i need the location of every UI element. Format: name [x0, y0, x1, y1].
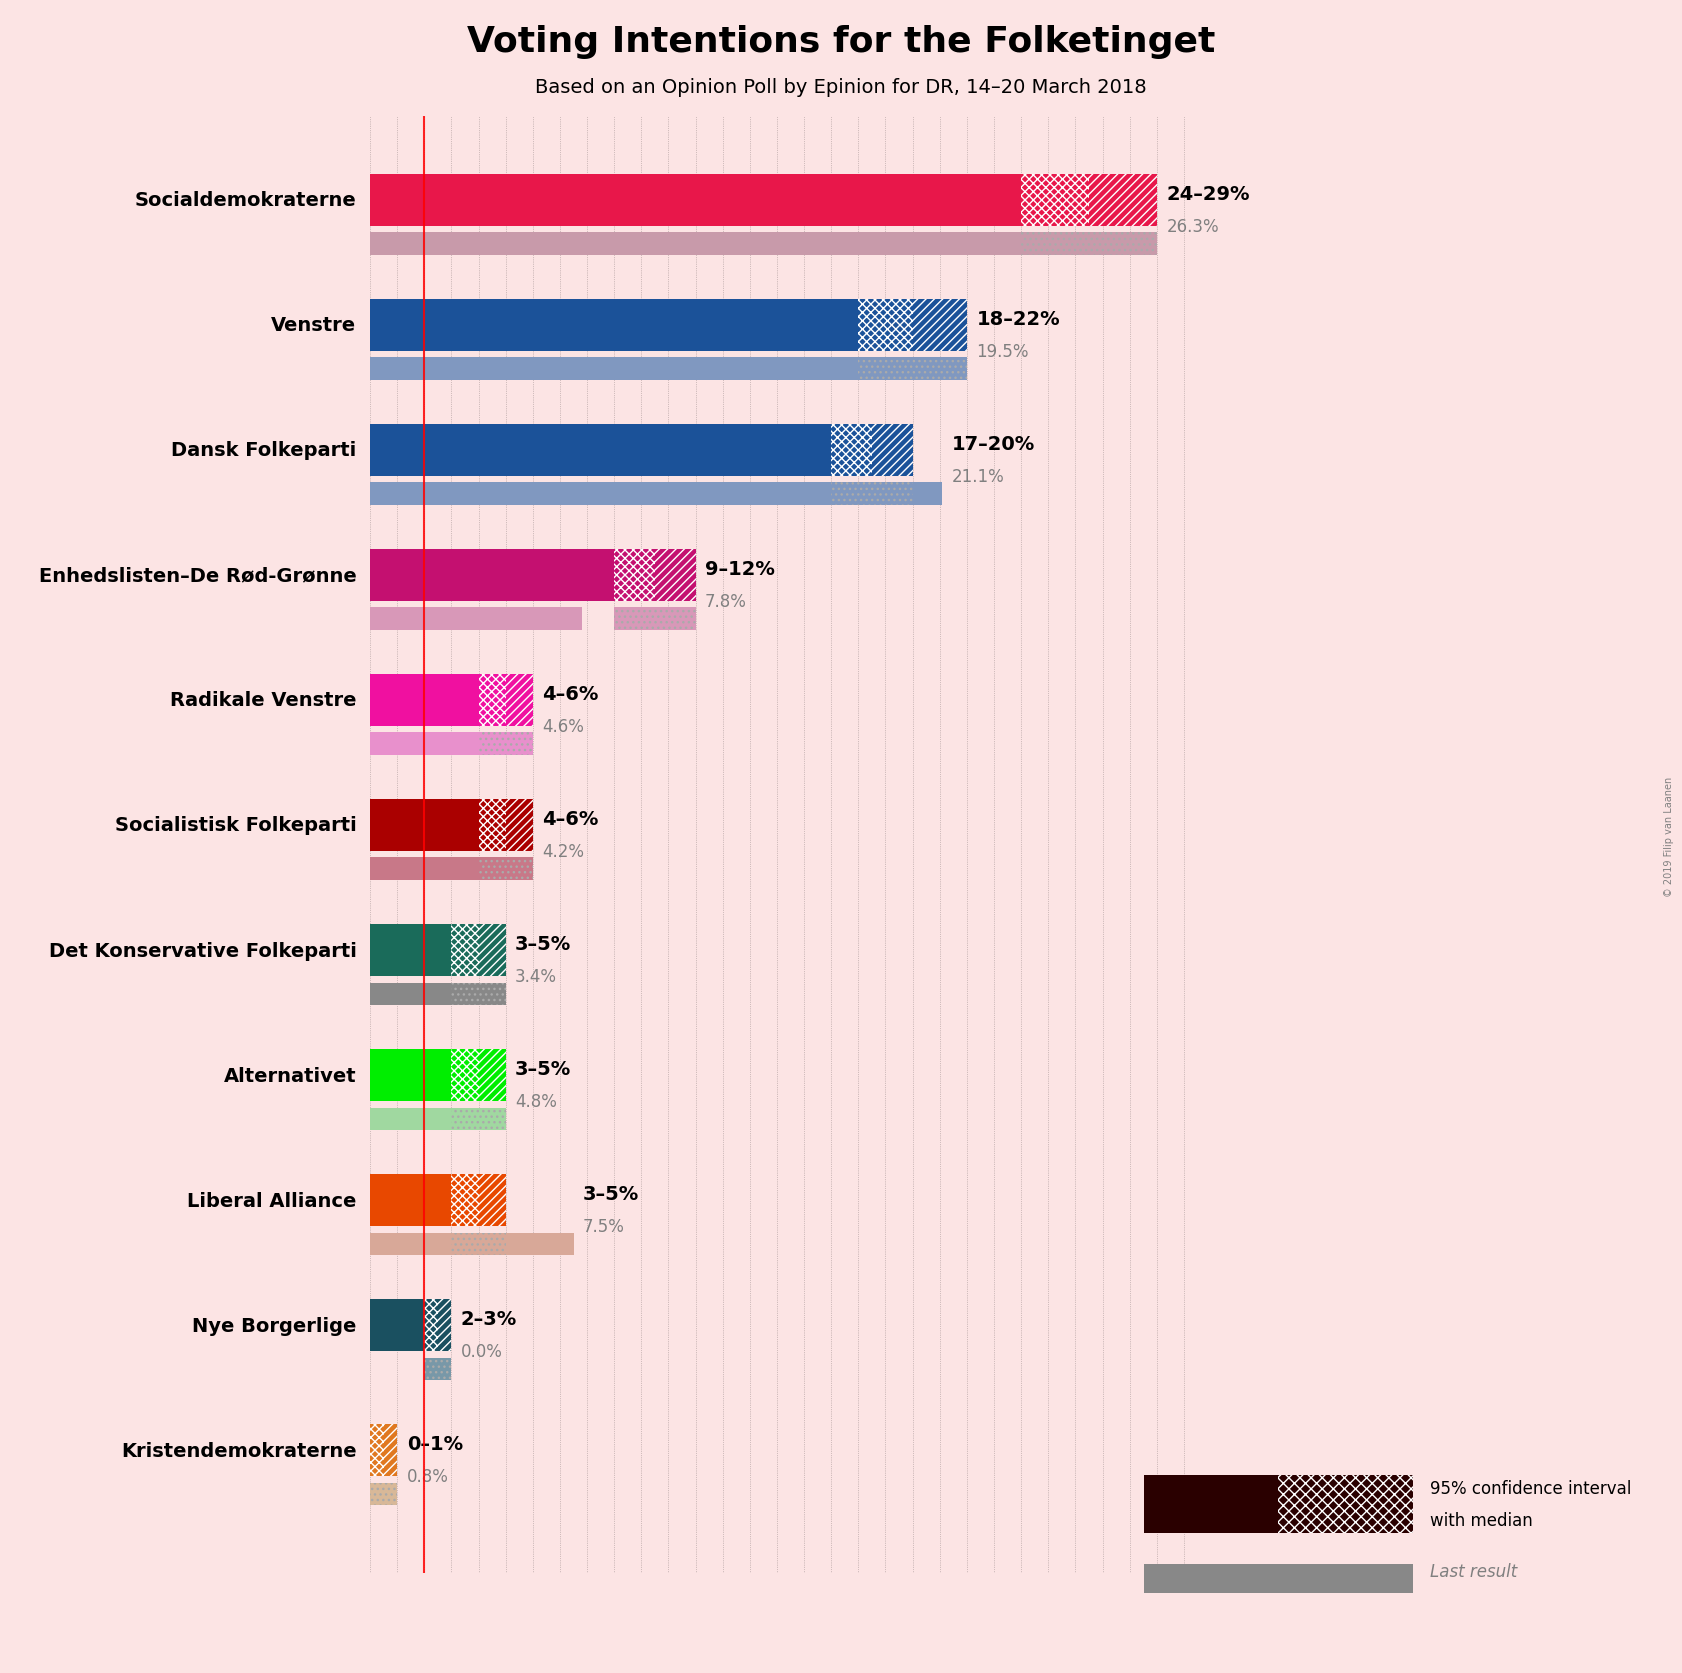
Text: Liberal Alliance: Liberal Alliance: [187, 1191, 357, 1210]
Bar: [370, 1108, 500, 1131]
Bar: [451, 1049, 479, 1101]
Text: Radikale Venstre: Radikale Venstre: [170, 691, 357, 709]
Text: 3–5%: 3–5%: [515, 935, 572, 954]
Bar: [370, 549, 614, 602]
Text: 2–3%: 2–3%: [461, 1310, 516, 1328]
Text: Voting Intentions for the Folketinget: Voting Intentions for the Folketinget: [468, 25, 1214, 59]
Bar: [370, 607, 582, 631]
Text: Socialistisk Folkeparti: Socialistisk Folkeparti: [114, 816, 357, 835]
Text: 19.5%: 19.5%: [976, 343, 1029, 361]
Bar: [370, 1233, 574, 1255]
Bar: [871, 425, 913, 477]
Bar: [370, 425, 831, 477]
Bar: [370, 923, 451, 977]
Bar: [479, 1049, 506, 1101]
Text: 0.0%: 0.0%: [461, 1342, 503, 1360]
Text: 4.2%: 4.2%: [542, 843, 584, 860]
Bar: [858, 358, 967, 381]
Bar: [437, 1298, 451, 1352]
Bar: [370, 733, 495, 756]
Bar: [913, 299, 967, 351]
Text: Kristendemokraterne: Kristendemokraterne: [121, 1440, 357, 1459]
Text: Socialdemokraterne: Socialdemokraterne: [135, 191, 357, 211]
Bar: [370, 1298, 424, 1352]
Text: 0–1%: 0–1%: [407, 1434, 463, 1454]
Bar: [614, 549, 654, 602]
Bar: [370, 174, 1021, 228]
Bar: [614, 607, 696, 631]
Text: Last result: Last result: [1430, 1563, 1517, 1579]
Text: Det Konservative Folkeparti: Det Konservative Folkeparti: [49, 940, 357, 960]
Bar: [383, 1424, 397, 1476]
Bar: [370, 674, 479, 726]
Bar: [479, 923, 506, 977]
Bar: [479, 800, 506, 852]
Text: 3.4%: 3.4%: [515, 967, 557, 985]
Bar: [654, 549, 696, 602]
Bar: [451, 923, 479, 977]
Text: 95% confidence interval: 95% confidence interval: [1430, 1479, 1632, 1497]
Bar: [424, 1358, 451, 1380]
Bar: [370, 1482, 397, 1506]
Bar: [424, 1298, 437, 1352]
Bar: [370, 858, 484, 880]
Bar: [451, 984, 506, 1005]
Bar: [451, 1108, 506, 1131]
Bar: [1021, 174, 1088, 228]
Bar: [370, 299, 858, 351]
Bar: [370, 1424, 383, 1476]
Bar: [370, 483, 942, 505]
Text: Based on an Opinion Poll by Epinion for DR, 14–20 March 2018: Based on an Opinion Poll by Epinion for …: [535, 79, 1147, 97]
Text: 26.3%: 26.3%: [1166, 217, 1219, 236]
Bar: [479, 733, 533, 756]
Bar: [451, 1233, 506, 1255]
Text: 4.8%: 4.8%: [515, 1092, 557, 1111]
Text: 17–20%: 17–20%: [952, 435, 1034, 453]
Bar: [831, 425, 871, 477]
Bar: [1088, 174, 1157, 228]
Text: Dansk Folkeparti: Dansk Folkeparti: [172, 442, 357, 460]
Text: Nye Borgerlige: Nye Borgerlige: [192, 1315, 357, 1335]
Bar: [1278, 1476, 1413, 1532]
Bar: [858, 299, 913, 351]
Bar: [831, 483, 913, 505]
Text: 9–12%: 9–12%: [705, 560, 775, 579]
Text: 21.1%: 21.1%: [952, 468, 1004, 485]
Text: 4.6%: 4.6%: [542, 718, 584, 736]
Bar: [1144, 1476, 1278, 1532]
Text: 3–5%: 3–5%: [515, 1059, 572, 1079]
Text: 24–29%: 24–29%: [1166, 186, 1250, 204]
Bar: [370, 1174, 451, 1226]
Bar: [370, 358, 900, 381]
Bar: [370, 1482, 392, 1506]
Text: 4–6%: 4–6%: [542, 810, 599, 828]
Bar: [479, 674, 506, 726]
Bar: [479, 1174, 506, 1226]
Text: 7.8%: 7.8%: [705, 592, 747, 611]
Text: Alternativet: Alternativet: [224, 1066, 357, 1084]
Bar: [370, 1049, 451, 1101]
Bar: [506, 674, 533, 726]
Text: Venstre: Venstre: [271, 316, 357, 335]
Text: 0.8%: 0.8%: [407, 1467, 449, 1486]
Bar: [370, 233, 1083, 256]
Text: 7.5%: 7.5%: [584, 1218, 626, 1236]
Bar: [370, 984, 463, 1005]
Text: 3–5%: 3–5%: [584, 1184, 639, 1203]
Bar: [479, 858, 533, 880]
Text: with median: with median: [1430, 1511, 1532, 1529]
Bar: [506, 800, 533, 852]
Text: Enhedslisten–De Rød-Grønne: Enhedslisten–De Rød-Grønne: [39, 565, 357, 586]
Bar: [1021, 233, 1157, 256]
Text: 18–22%: 18–22%: [976, 310, 1060, 330]
Text: 4–6%: 4–6%: [542, 684, 599, 704]
Bar: [451, 1174, 479, 1226]
Bar: [370, 800, 479, 852]
Text: © 2019 Filip van Laanen: © 2019 Filip van Laanen: [1663, 776, 1674, 897]
